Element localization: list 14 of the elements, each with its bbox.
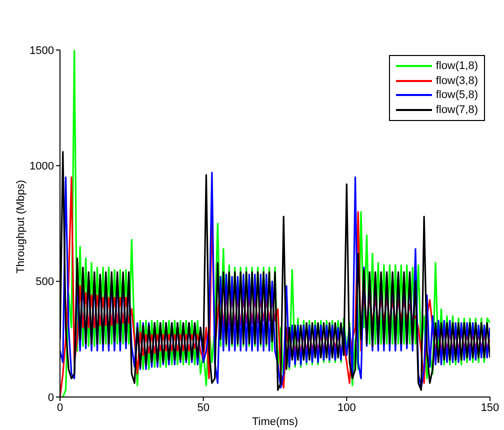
y-tick-label: 1000 [30, 160, 54, 173]
y-axis-title: Throughput (Mbps) [14, 180, 27, 274]
x-axis-title: Time(ms) [252, 416, 298, 428]
legend-label: flow(3,8) [436, 74, 478, 88]
legend-label: flow(5,8) [436, 88, 478, 102]
y-tick-label: 500 [36, 276, 54, 288]
legend-label: flow(1,8) [436, 59, 478, 74]
x-tick-label: 100 [337, 402, 356, 414]
y-tick-label: 1500 [30, 44, 54, 57]
x-tick-label: 150 [480, 402, 500, 414]
x-tick-label: 50 [197, 402, 210, 414]
y-tick-label: 0 [48, 392, 54, 404]
legend-label: flow(7,8) [436, 102, 478, 117]
x-tick-label: 0 [56, 402, 64, 414]
